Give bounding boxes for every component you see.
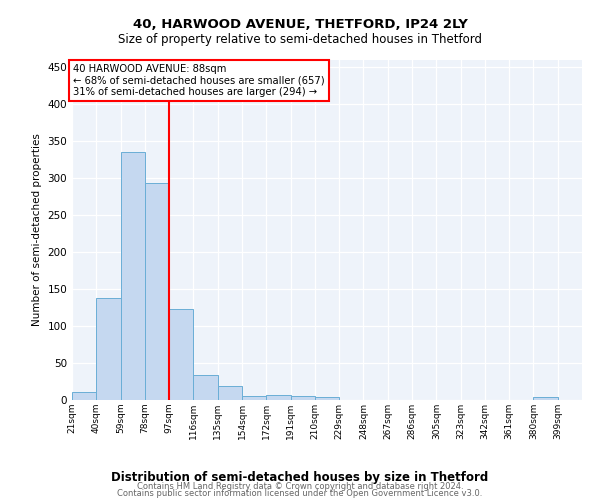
Bar xyxy=(242,396,266,400)
Bar xyxy=(72,392,96,400)
Text: Size of property relative to semi-detached houses in Thetford: Size of property relative to semi-detach… xyxy=(118,32,482,46)
Bar xyxy=(169,309,193,400)
Bar xyxy=(315,397,339,400)
Text: Distribution of semi-detached houses by size in Thetford: Distribution of semi-detached houses by … xyxy=(112,471,488,484)
Y-axis label: Number of semi-detached properties: Number of semi-detached properties xyxy=(32,134,42,326)
Text: 40, HARWOOD AVENUE, THETFORD, IP24 2LY: 40, HARWOOD AVENUE, THETFORD, IP24 2LY xyxy=(133,18,467,30)
Bar xyxy=(193,375,218,400)
Bar xyxy=(218,386,242,400)
Bar xyxy=(96,298,121,400)
Bar xyxy=(533,397,558,400)
Bar xyxy=(266,395,290,400)
Bar xyxy=(145,184,169,400)
Text: Contains public sector information licensed under the Open Government Licence v3: Contains public sector information licen… xyxy=(118,490,482,498)
Bar xyxy=(290,396,315,400)
Text: Contains HM Land Registry data © Crown copyright and database right 2024.: Contains HM Land Registry data © Crown c… xyxy=(137,482,463,491)
Text: 40 HARWOOD AVENUE: 88sqm
← 68% of semi-detached houses are smaller (657)
31% of : 40 HARWOOD AVENUE: 88sqm ← 68% of semi-d… xyxy=(73,64,325,97)
Bar xyxy=(121,152,145,400)
